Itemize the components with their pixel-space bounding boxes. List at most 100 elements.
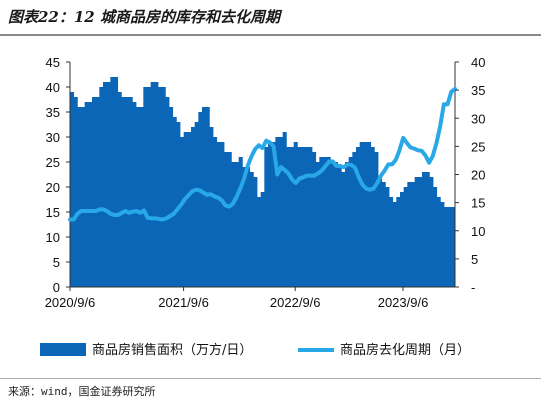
bar [418,177,423,287]
left-tick-label: 20 [46,180,60,195]
left-tick-label: 0 [53,280,60,295]
bar [433,187,438,287]
bar [209,127,214,287]
bar [403,187,408,287]
bar [73,97,78,287]
bar [330,162,335,287]
legend-swatch-bar [40,343,86,356]
bar [374,152,379,287]
bar [356,147,361,287]
legend-label-bar: 商品房销售面积（万方/日） [92,342,252,358]
bar [227,152,232,287]
bar [139,107,144,287]
bar [440,202,445,287]
bar [150,82,155,287]
legend: 商品房销售面积（万方/日） 商品房去化周期（月） [40,342,470,358]
bar [110,77,115,287]
x-tick-label: 2020/9/6 [45,295,96,310]
bar [158,87,163,287]
bar [176,122,181,287]
x-tick-label: 2021/9/6 [158,295,209,310]
bar [264,147,269,287]
bar [106,82,111,287]
legend-label-line: 商品房去化周期（月） [340,342,470,358]
bar [407,182,412,287]
bar [312,152,317,287]
bar [114,77,119,287]
bar [224,152,229,287]
right-tick-label: 5 [471,252,478,267]
bar [205,107,210,287]
left-tick-label: 15 [46,205,60,220]
bar [88,102,93,287]
bar [128,97,133,287]
left-axis-ticks: 0 5 10 15 20 25 30 35 40 45 [46,55,70,295]
bar [161,87,166,287]
bar [81,107,86,287]
bar [334,162,339,287]
bar [392,202,397,287]
right-tick-label: - [471,280,475,295]
bar [352,152,357,287]
bar [396,197,401,287]
bar [253,177,258,287]
left-tick-label: 25 [46,155,60,170]
bar [319,157,324,287]
bar [154,82,159,287]
bar [183,132,188,287]
footer-divider [0,378,541,379]
bar [95,97,100,287]
bar [436,197,441,287]
bar [84,102,89,287]
bar [304,147,309,287]
x-axis-ticks: 2020/9/6 2021/9/6 2022/9/6 2023/9/6 [45,287,429,310]
bar [103,82,108,287]
x-tick-label: 2023/9/6 [378,295,429,310]
bar [220,142,225,287]
bar [77,107,82,287]
bar [381,182,386,287]
bar [301,147,306,287]
bar [337,167,342,287]
bar [70,92,75,287]
bar [345,162,350,287]
bar [370,147,375,287]
bar [422,172,427,287]
right-tick-label: 20 [471,168,485,183]
bar [282,132,287,287]
bar [275,137,280,287]
bar [213,137,218,287]
bar [359,142,364,287]
bar [92,97,97,287]
bar [249,172,254,287]
bar [143,87,148,287]
bar [132,102,137,287]
bar [315,162,320,287]
bar [191,127,196,287]
bar [411,182,416,287]
bar [180,137,185,287]
bar [389,197,394,287]
bar [308,147,313,287]
bar [297,147,302,287]
bar [271,142,276,287]
x-tick-label: 2022/9/6 [270,295,321,310]
bar [444,207,449,287]
left-tick-label: 45 [46,55,60,70]
bar [293,142,298,287]
right-tick-label: 15 [471,196,485,211]
bar [136,107,141,287]
bar [165,97,170,287]
right-tick-label: 25 [471,139,485,154]
bar [341,172,346,287]
bar [235,162,240,287]
bar [242,167,247,287]
bar [268,142,273,287]
bar [172,117,177,287]
bar [363,142,368,287]
right-axis-ticks: - 5 10 15 20 25 30 35 40 [455,55,485,295]
bar [378,177,383,287]
bar [286,147,291,287]
bar [279,137,284,287]
title-divider [0,34,541,36]
